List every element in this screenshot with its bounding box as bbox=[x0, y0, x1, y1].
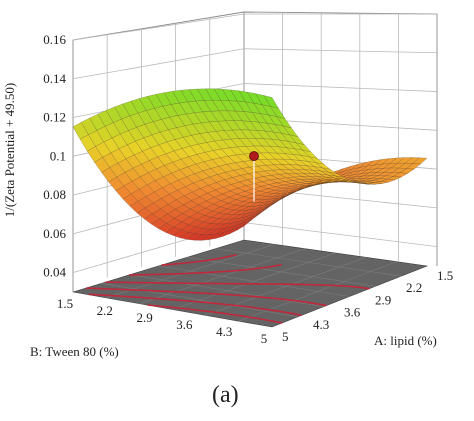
x-axis-label: A: lipid (%) bbox=[374, 333, 437, 348]
a-tick-label: 2.9 bbox=[375, 292, 391, 307]
b-tick-label: 1.5 bbox=[57, 296, 73, 311]
panel-label: (a) bbox=[212, 382, 239, 408]
z-tick-label: 0.16 bbox=[43, 32, 66, 47]
b-tick-label: 4.3 bbox=[216, 324, 232, 339]
b-tick-label: 2.9 bbox=[136, 310, 152, 325]
z-gridline bbox=[73, 14, 437, 40]
a-tick-label: 1.5 bbox=[437, 268, 453, 283]
a-tick-label: 5 bbox=[282, 329, 289, 344]
z-tick-label: 0.12 bbox=[43, 110, 66, 125]
z-tick-label: 0.1 bbox=[50, 148, 66, 163]
a-tick-label: 4.3 bbox=[313, 317, 329, 332]
z-axis-label: 1/(Zeta Potential + 49.50) bbox=[2, 83, 17, 217]
contour-floor bbox=[73, 240, 427, 327]
b-tick-label: 3.6 bbox=[176, 317, 193, 332]
y-axis-label: B: Tween 80 (%) bbox=[30, 344, 119, 359]
z-tick-label: 0.04 bbox=[43, 265, 66, 280]
b-tick-label: 5 bbox=[261, 331, 268, 346]
b-tick-label: 2.2 bbox=[97, 303, 113, 318]
z-gridline bbox=[73, 49, 437, 79]
z-tick-label: 0.06 bbox=[43, 226, 66, 241]
z-tick-label: 0.08 bbox=[43, 187, 66, 202]
a-tick-label: 2.2 bbox=[406, 280, 422, 295]
z-tick-label: 0.14 bbox=[43, 71, 66, 86]
response-surface bbox=[73, 89, 427, 241]
design-point-marker bbox=[250, 152, 259, 161]
a-tick-label: 3.6 bbox=[344, 305, 361, 320]
